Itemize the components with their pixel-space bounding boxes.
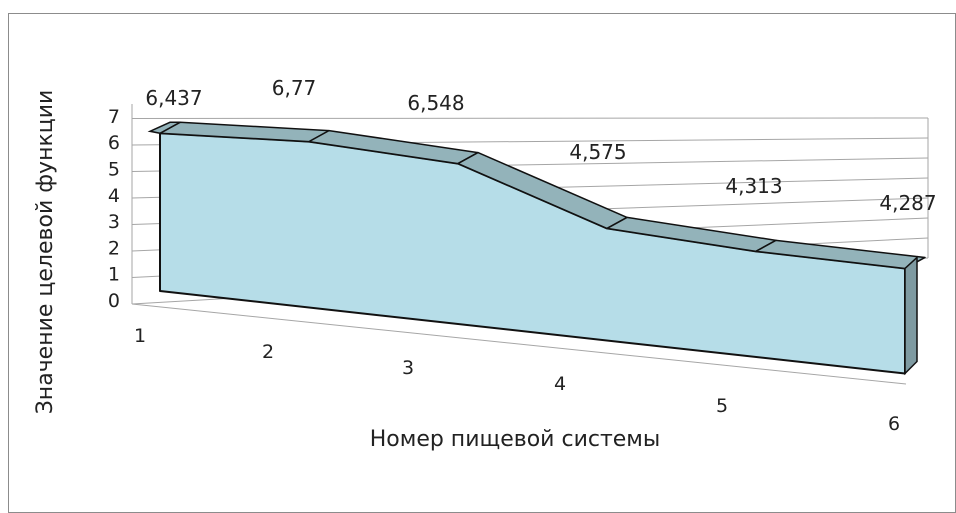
y-tick-label: 7 xyxy=(108,106,120,128)
y-tick-label: 1 xyxy=(108,264,120,286)
x-tick-label: 6 xyxy=(888,413,900,435)
y-axis-title: Значение целевой функции xyxy=(33,90,58,415)
area-top-facet-5 xyxy=(755,239,926,270)
y-tick-label: 3 xyxy=(108,211,120,233)
data-label: 6,77 xyxy=(272,76,317,100)
x-tick-label: 5 xyxy=(716,395,728,417)
data-label: 4,313 xyxy=(725,174,782,198)
data-label: 6,437 xyxy=(145,86,202,110)
floor-edge xyxy=(131,303,907,385)
x-tick-labels: 1 2 3 4 5 6 xyxy=(134,325,900,435)
x-tick-label: 3 xyxy=(402,357,414,379)
y-tick-label: 4 xyxy=(108,185,120,207)
x-axis-title: Номер пищевой системы xyxy=(370,427,661,452)
y-tick-label: 6 xyxy=(108,132,120,154)
area-right-side-face xyxy=(904,255,918,376)
area-series xyxy=(147,121,926,376)
y-tick-label: 5 xyxy=(108,159,120,181)
area-top-left-cap xyxy=(147,121,181,135)
x-tick-label: 1 xyxy=(134,325,146,347)
y-gridline xyxy=(131,117,929,119)
y-tick-labels: 0 1 2 3 4 5 6 7 xyxy=(108,106,120,312)
x-tick-label: 4 xyxy=(554,373,566,395)
x-tick-label: 2 xyxy=(262,341,274,363)
data-labels: 6,437 6,77 6,548 4,575 4,313 4,287 xyxy=(145,76,936,215)
data-label: 4,287 xyxy=(879,191,936,215)
data-label: 6,548 xyxy=(407,91,464,115)
y-tick-label: 0 xyxy=(108,290,120,312)
y-tick-label: 2 xyxy=(108,237,120,259)
data-label: 4,575 xyxy=(569,140,626,164)
